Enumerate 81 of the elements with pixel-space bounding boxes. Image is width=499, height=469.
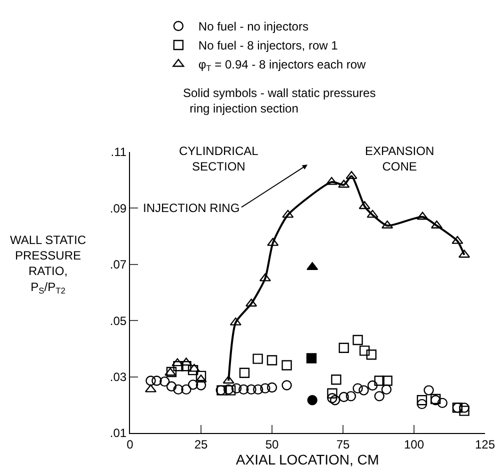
point: [266, 355, 278, 366]
point: [267, 238, 279, 246]
point: [306, 353, 317, 364]
y-tick-label: .07: [110, 258, 127, 272]
point: [374, 391, 384, 402]
point: [231, 383, 242, 394]
point: [173, 384, 184, 395]
x-tick-label: 50: [265, 437, 279, 452]
point: [266, 382, 278, 393]
point: [173, 361, 184, 372]
point: [172, 358, 184, 366]
point: [306, 262, 318, 270]
point: [358, 201, 370, 210]
point: [282, 210, 294, 218]
point: [331, 374, 342, 385]
point: [238, 384, 249, 395]
point: [146, 376, 156, 386]
point: [160, 376, 170, 387]
point: [366, 350, 376, 360]
annotation: CYLINDRICAL SECTION: [179, 144, 259, 174]
y-tick-label: .11: [110, 145, 127, 160]
point: [346, 171, 358, 180]
point: [352, 383, 363, 394]
point: [382, 376, 392, 386]
point: [338, 392, 349, 402]
point: [359, 346, 370, 356]
point: [196, 370, 206, 382]
y-tick-label: .03: [110, 370, 127, 384]
y-tick-label: .05: [110, 314, 127, 328]
point: [338, 342, 349, 353]
point: [230, 317, 242, 326]
legend-label: φ$_{T}$ = 0.94 - 8 injectors each row: [198, 58, 366, 74]
point: [282, 380, 292, 390]
point: [416, 398, 428, 410]
legend-label: No fuel - no injectors: [198, 20, 308, 34]
y-tick-label: .01: [110, 426, 127, 440]
point: [424, 385, 434, 396]
x-tick-label: 100: [404, 437, 424, 452]
point: [166, 381, 177, 392]
legend-label: No fuel - 8 injectors, row 1: [198, 38, 338, 53]
point: [260, 383, 270, 394]
point: [282, 360, 292, 370]
point: [327, 393, 338, 404]
point: [366, 210, 378, 218]
annotation: EXPANSION CONE: [365, 144, 434, 174]
annotation: INJECTION RING: [143, 201, 240, 215]
point: [327, 388, 338, 398]
text: Solid symbols - wall static pressures ring injection section: [183, 86, 376, 116]
point: [152, 376, 162, 386]
x-tick-label: 75: [336, 437, 350, 452]
point: [352, 334, 363, 346]
x-tick-label: 0: [126, 437, 134, 452]
point: [307, 395, 318, 406]
point: [416, 395, 428, 406]
point: [188, 364, 200, 372]
point: [222, 376, 234, 384]
point: [367, 380, 378, 391]
point: [416, 212, 428, 220]
point: [437, 398, 448, 408]
point: [330, 395, 340, 406]
point: [181, 384, 192, 395]
point: [346, 391, 356, 402]
y-tick-label: .09: [110, 201, 127, 216]
point: [246, 384, 256, 395]
point: [259, 273, 271, 282]
point: [358, 385, 369, 396]
x-tick-label: 125: [474, 437, 496, 452]
point: [188, 364, 198, 376]
point: [239, 368, 250, 378]
point: [459, 406, 470, 416]
y-axis-title: WALL STATIC PRESSURE RATIO, P$_{S}$/P$_{T2}$: [10, 233, 86, 296]
point: [452, 236, 464, 244]
point: [188, 380, 198, 390]
point: [252, 384, 264, 395]
x-axis-title: AXIAL LOCATION, CM: [236, 451, 380, 468]
point: [326, 176, 338, 185]
point: [381, 384, 392, 395]
point: [252, 354, 263, 364]
point: [374, 376, 384, 386]
point: [338, 180, 350, 188]
x-tick-label: 25: [194, 437, 208, 452]
